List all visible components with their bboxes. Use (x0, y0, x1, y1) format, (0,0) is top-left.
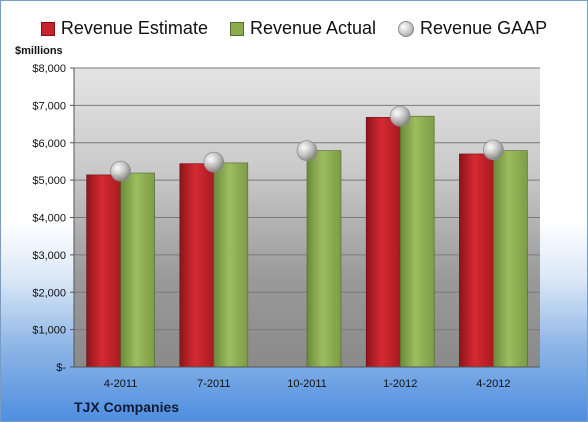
bar-revenue-actual (120, 172, 155, 368)
y-tick-label: $- (56, 362, 66, 374)
x-tick-label: 1-2012 (383, 378, 417, 390)
y-tick-label: $5,000 (32, 175, 66, 187)
legend-swatch-gaap (398, 20, 415, 37)
y-tick-label: $4,000 (32, 213, 66, 225)
x-axis-ticks: 4-2011 7-2011 10-2011 1-2012 4-2012 (74, 366, 540, 390)
bars (86, 115, 528, 368)
y-axis-unit-label: $millions (15, 45, 63, 57)
point-revenue-gaap (110, 160, 131, 182)
point-revenue-gaap (482, 139, 504, 161)
bar-revenue-estimate (86, 174, 121, 368)
bar-revenue-actual (399, 115, 435, 368)
y-tick-label: $7,000 (32, 100, 66, 112)
x-tick-label: 10-2011 (287, 378, 327, 390)
gaap-points (110, 105, 504, 182)
legend-item-estimate: Revenue Estimate (40, 18, 208, 39)
bar-revenue-estimate (459, 153, 494, 368)
y-axis-ticks: $- $1,000 $2,000 $3,000 $4,000 $5,000 $6,000 $7… (32, 63, 75, 374)
y-tick-label: $2,000 (32, 287, 66, 299)
point-revenue-gaap (389, 105, 411, 127)
legend-swatch-estimate (40, 21, 55, 36)
point-revenue-gaap (296, 140, 318, 161)
legend-label-gaap: Revenue GAAP (420, 18, 548, 38)
legend-label-actual: Revenue Actual (249, 18, 377, 38)
bar-revenue-estimate (365, 117, 401, 368)
bar-revenue-estimate (179, 163, 215, 368)
legend-item-gaap: Revenue GAAP (398, 18, 547, 39)
bar-revenue-actual (306, 150, 342, 368)
legend: Revenue Estimate Revenue Actual Revenue … (1, 18, 587, 39)
y-tick-label: $1,000 (32, 325, 66, 337)
legend-swatch-actual (229, 21, 244, 36)
legend-item-actual: Revenue Actual (229, 18, 377, 39)
x-tick-label: 4-2011 (104, 378, 137, 390)
legend-label-estimate: Revenue Estimate (60, 18, 208, 38)
y-tick-label: $6,000 (32, 138, 66, 150)
x-tick-label: 4-2012 (476, 378, 510, 390)
company-name: TJX Companies (74, 399, 180, 415)
bar-revenue-actual (493, 150, 528, 368)
y-tick-label: $8,000 (32, 63, 66, 75)
bar-revenue-actual (213, 162, 249, 368)
point-revenue-gaap (203, 151, 225, 173)
y-tick-label: $3,000 (32, 250, 66, 262)
x-tick-label: 7-2011 (197, 378, 230, 390)
